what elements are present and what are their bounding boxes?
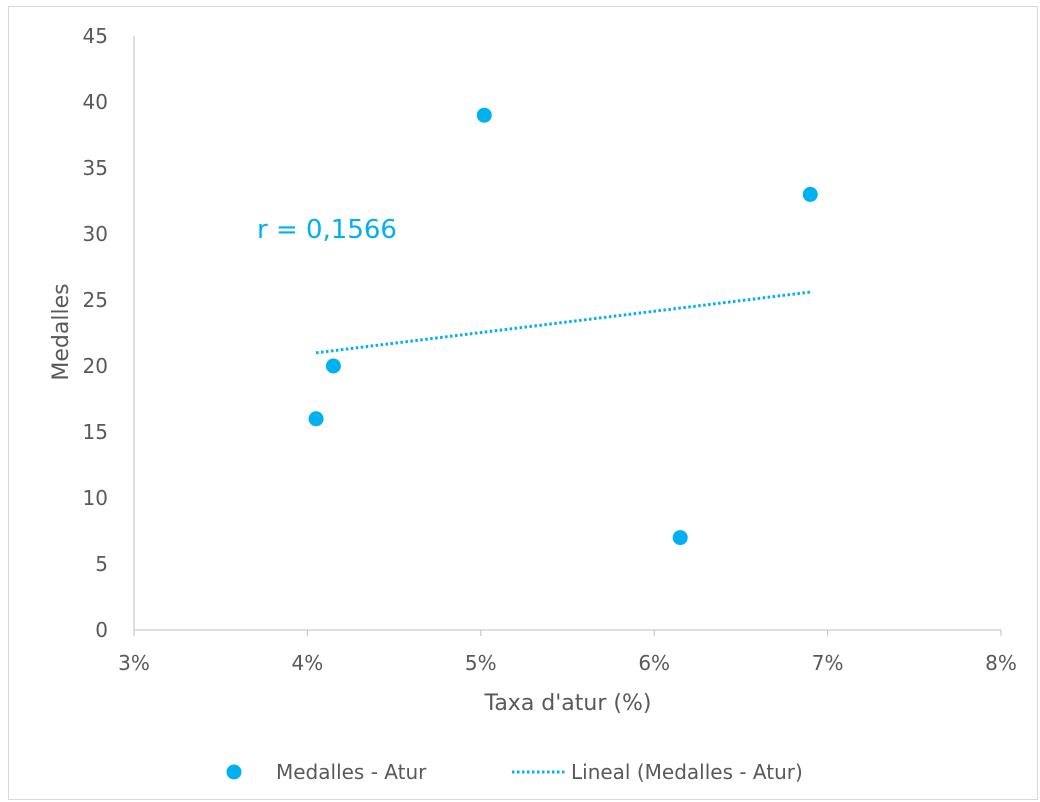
legend: Medalles - Atur Lineal (Medalles - Atur) (226, 760, 803, 784)
x-tick-label: 4% (292, 651, 324, 675)
x-axis-title: Taxa d'atur (%) (484, 691, 652, 716)
data-point (802, 186, 818, 202)
y-tick-labels: 0 5 10 15 20 25 30 35 40 45 (83, 24, 108, 642)
trendline (315, 290, 811, 355)
y-tick-label: 20 (83, 354, 108, 378)
x-tick-label: 7% (812, 651, 844, 675)
data-point (308, 411, 324, 427)
x-tick-label: 3% (118, 651, 150, 675)
y-tick-label: 25 (83, 288, 108, 312)
data-point (476, 107, 492, 123)
y-tick-label: 30 (83, 222, 108, 246)
y-tick-label: 0 (95, 618, 108, 642)
x-tick-label: 6% (638, 651, 670, 675)
y-tick-label: 10 (83, 486, 108, 510)
y-tick-label: 40 (83, 90, 108, 114)
data-point (672, 530, 688, 546)
y-tick-label: 35 (83, 156, 108, 180)
correlation-annotation: r = 0,1566 (257, 215, 397, 245)
data-points (308, 107, 818, 546)
legend-label-series: Medalles - Atur (276, 760, 427, 784)
y-tick-label: 15 (83, 420, 108, 444)
legend-label-trendline: Lineal (Medalles - Atur) (571, 760, 803, 784)
chart-frame (8, 6, 1038, 800)
data-point (325, 358, 341, 374)
trendline-group (315, 290, 811, 355)
x-tick-label: 5% (465, 651, 497, 675)
y-tick-label: 45 (83, 24, 108, 48)
legend-marker-scatter (226, 764, 242, 780)
y-axis-title: Medalles (49, 283, 74, 380)
x-tick-label: 8% (985, 651, 1017, 675)
x-tick-labels: 3% 4% 5% 6% 7% 8% (118, 630, 1017, 675)
y-tick-label: 5 (95, 552, 108, 576)
